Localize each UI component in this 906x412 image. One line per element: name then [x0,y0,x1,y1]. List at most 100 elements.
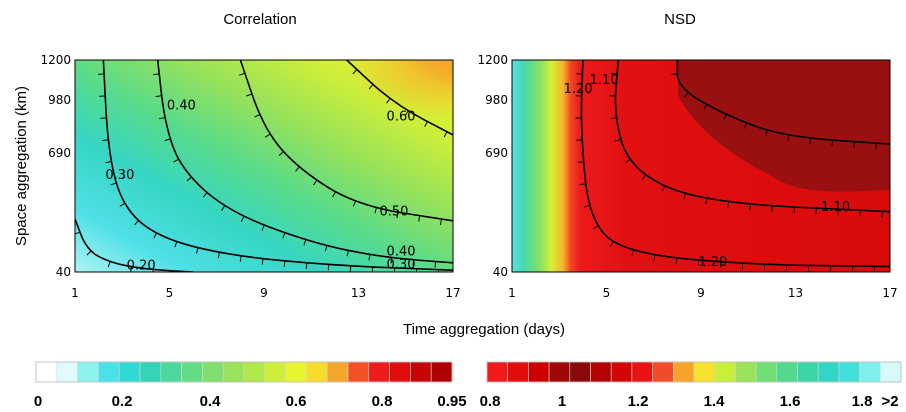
colorbar-cell [817,361,840,383]
contour-label: 1.20 [698,255,727,270]
contour-hachure [173,158,179,163]
contour-hachure [592,225,599,230]
nsd-plot-frame [511,59,891,273]
colorbar-cell [859,361,881,383]
y-tick-label: 690 [48,146,71,160]
colorbar-cell [368,361,390,383]
contour-hachure [324,245,328,252]
contour-hachure [683,193,686,200]
contour-hachure [352,69,358,75]
contour-hachure [102,139,109,141]
colorbar-tick-label: 0.2 [112,393,133,410]
contour-hachure [412,259,415,266]
colorbar-cell [590,361,612,383]
x-tick-label: 17 [882,286,897,300]
contour-hachure [611,72,618,75]
contour-hachure [155,95,162,98]
contour-label: 1.10 [590,73,619,88]
colorbar-cell [98,361,120,383]
contour-hachure [164,138,171,142]
contour-hachure [152,269,154,272]
contour-hachure [313,179,318,186]
contour-hachure [418,215,421,222]
contour-label: 0.40 [387,245,416,260]
contour-label: 0.30 [105,168,134,183]
contour-hachure [134,220,139,226]
colorbar-cell [389,361,411,383]
contour-hachure [705,197,708,205]
contour-hachure [153,232,158,239]
contour-hachure [239,255,242,262]
contour-label: 0.30 [387,258,416,273]
colorbar-cell [652,361,674,383]
colorbar-cell [222,361,245,383]
contour-hachure [684,92,689,98]
contour-hachure [631,249,635,256]
colorbar-cell [306,361,328,383]
contour-hachure [404,110,409,117]
y-tick-label: 1200 [477,53,508,67]
colorbar-cell [202,361,224,383]
correlation-plot-frame [74,59,454,273]
nsd-dark-region [678,60,890,192]
colorbar-cell [569,361,591,383]
correlation-title: Correlation [223,11,296,28]
colorbar-cell [430,361,453,383]
colorbar-cell [735,361,757,383]
contour-hachure [332,191,336,198]
correlation-colorbar: 0 0.2 0.4 0.6 0.8 0.95 [34,361,467,410]
x-axis-label: Time aggregation (days) [403,321,565,338]
colorbar-tick-label: >2 [881,393,898,410]
colorbar-cell [879,361,902,383]
contour-label: 0.50 [379,205,408,220]
contour-hachure [239,72,246,76]
y-tick-label: 980 [48,93,71,107]
contour-line-0-4 [346,60,453,136]
colorbar-cell [714,361,736,383]
contour-hachure [386,98,391,104]
contour-hachure [809,137,812,145]
colorbar-cell [548,361,571,383]
contour-hachure [787,134,790,141]
contour-hachure [295,166,300,172]
x-tick-label: 13 [351,286,366,300]
contour-hachure [443,131,448,138]
contour-hachure [278,151,284,156]
contour-hachure [743,122,748,129]
colorbar-tick-label: 0.6 [286,393,307,410]
colorbar-tick-label: 1 [558,393,566,410]
contour-hachure [610,117,617,120]
colorbar-tick-label: 1.6 [780,393,801,410]
contour-hachure [107,261,111,268]
x-tick-label: 5 [166,286,174,300]
colorbar-cell [693,361,716,383]
contour-hachure [202,192,208,198]
contour-line-0-3 [239,60,453,222]
contour-hachure [264,133,271,138]
contour-hachure [697,260,700,267]
colorbar-cell [797,361,819,383]
contour-hachure [615,138,622,142]
contour-hachure [217,252,220,259]
colorbar-cell [326,361,349,383]
contour-hachure [352,200,356,207]
colorbar-cell [755,361,778,383]
colorbar-cell [631,361,653,383]
contour-hachure [110,182,117,186]
contour-label: 0.40 [167,99,196,114]
y-tick-label: 1200 [40,53,71,67]
correlation-high-region [75,60,453,272]
colorbar-cell [181,361,203,383]
y-tick-label: 690 [485,146,508,160]
colorbar-cell [35,361,58,383]
contour-line-0-0 [75,218,194,272]
colorbar-cell [838,361,860,383]
contour-hachure [765,129,768,136]
contour-hachure [246,93,253,97]
colorbar-tick-label: 1.8 [852,393,873,410]
colorbar-cell [160,361,182,383]
contour-hachure [368,84,374,90]
contour-line-1-0 [676,60,890,145]
contour-hachure [174,241,178,248]
